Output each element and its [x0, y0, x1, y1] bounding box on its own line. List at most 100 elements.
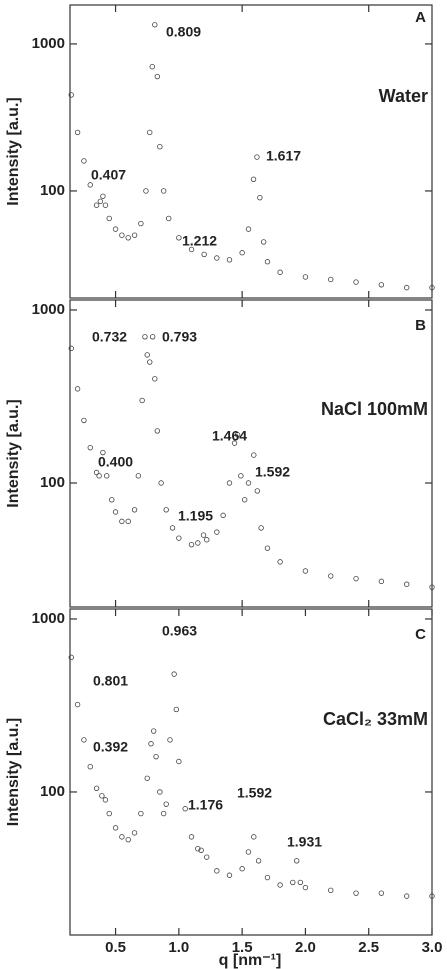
- data-point: [195, 845, 201, 852]
- x-tick-label: 1.5: [232, 939, 253, 956]
- data-point: [277, 269, 283, 275]
- data-point: [119, 232, 125, 238]
- data-point: [147, 129, 153, 136]
- data-point: [200, 532, 207, 538]
- data-point: [93, 202, 100, 208]
- data-point: [176, 758, 182, 765]
- data-point: [403, 893, 410, 899]
- y-tick-label: 1000: [32, 301, 65, 318]
- data-point: [353, 279, 359, 285]
- data-point: [251, 452, 257, 458]
- data-point: [68, 92, 74, 98]
- data-point: [102, 797, 109, 803]
- data-point: [125, 836, 131, 843]
- data-point: [157, 789, 163, 795]
- data-point: [150, 728, 157, 734]
- data-point: [260, 239, 267, 245]
- data-point: [429, 893, 435, 899]
- data-point: [112, 509, 119, 515]
- x-tick-label: 1.0: [168, 939, 189, 956]
- data-point: [258, 525, 264, 531]
- data-point: [87, 763, 93, 770]
- data-point: [160, 188, 167, 194]
- peak-label: 1.592: [255, 464, 290, 480]
- data-point: [239, 250, 245, 256]
- data-point: [231, 440, 238, 446]
- data-point: [378, 890, 385, 896]
- data-point: [138, 220, 144, 227]
- data-point: [112, 226, 119, 232]
- data-point: [254, 154, 260, 160]
- data-point: [429, 284, 435, 291]
- data-point: [226, 480, 233, 486]
- plot-frame: [69, 299, 433, 608]
- data-point: [257, 194, 263, 201]
- data-point: [195, 540, 201, 546]
- data-point: [96, 473, 102, 479]
- peak-label: 1.617: [266, 148, 301, 164]
- y-axis-label: Intensity [a.u.]: [5, 718, 22, 826]
- data-point: [68, 345, 74, 352]
- data-point: [302, 274, 309, 280]
- data-point: [100, 193, 106, 199]
- data-point: [220, 512, 226, 519]
- data-point: [226, 872, 233, 878]
- data-point: [171, 671, 177, 677]
- data-point: [142, 334, 148, 340]
- peak-label: 0.407: [91, 167, 126, 183]
- data-point: [102, 202, 109, 208]
- data-point: [277, 559, 283, 565]
- data-point: [149, 64, 155, 70]
- data-point: [239, 866, 245, 872]
- data-point: [290, 879, 296, 886]
- y-tick-label: 1000: [32, 35, 65, 52]
- data-point: [173, 706, 180, 713]
- data-point: [100, 449, 106, 456]
- data-point: [403, 284, 410, 291]
- data-point: [97, 198, 104, 205]
- y-tick-label: 1000: [32, 610, 65, 627]
- data-point: [167, 737, 173, 743]
- data-point: [176, 235, 182, 241]
- data-point: [125, 518, 131, 525]
- data-point: [125, 235, 131, 241]
- data-point: [106, 215, 112, 222]
- data-point: [169, 525, 176, 531]
- x-tick-label: 2.5: [358, 939, 379, 956]
- plot-frame: [69, 4, 433, 299]
- peak-label: 0.801: [93, 673, 128, 689]
- data-point: [429, 584, 435, 590]
- x-tick-label: 2.0: [295, 939, 316, 956]
- data-point: [378, 282, 385, 288]
- data-point: [143, 188, 149, 194]
- panel-letter: C: [415, 626, 426, 643]
- panel-title: CaCl₂ 33mM: [323, 709, 428, 729]
- data-point: [154, 428, 161, 434]
- data-point: [139, 397, 145, 404]
- panel-letter: A: [415, 9, 426, 26]
- data-point: [160, 810, 167, 817]
- data-point: [166, 215, 172, 222]
- data-point: [81, 158, 87, 164]
- data-point: [157, 143, 163, 150]
- data-point: [188, 246, 195, 253]
- data-point: [87, 182, 93, 188]
- peak-label: 1.592: [237, 785, 272, 801]
- data-point: [297, 879, 304, 886]
- data-point: [302, 568, 309, 574]
- data-point: [119, 834, 125, 840]
- y-tick-label: 100: [40, 474, 65, 491]
- x-axis-label: q [nm⁻¹]: [219, 952, 282, 969]
- data-point: [131, 830, 138, 836]
- data-point: [106, 810, 112, 817]
- y-axis-label: Intensity [a.u.]: [5, 97, 22, 205]
- data-point: [353, 575, 359, 582]
- data-point: [152, 376, 158, 382]
- data-point: [245, 849, 252, 855]
- data-point: [135, 473, 142, 479]
- panel-letter: B: [415, 317, 426, 334]
- data-point: [264, 259, 271, 265]
- data-point: [74, 386, 81, 392]
- data-point: [74, 701, 81, 708]
- peak-label: 1.464: [212, 428, 247, 444]
